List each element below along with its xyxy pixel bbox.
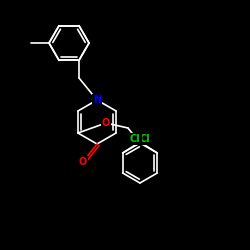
Text: Cl: Cl bbox=[130, 134, 141, 144]
Text: Cl: Cl bbox=[139, 134, 150, 144]
Text: N: N bbox=[93, 95, 101, 105]
Text: O: O bbox=[79, 157, 87, 167]
Text: O: O bbox=[102, 118, 110, 128]
